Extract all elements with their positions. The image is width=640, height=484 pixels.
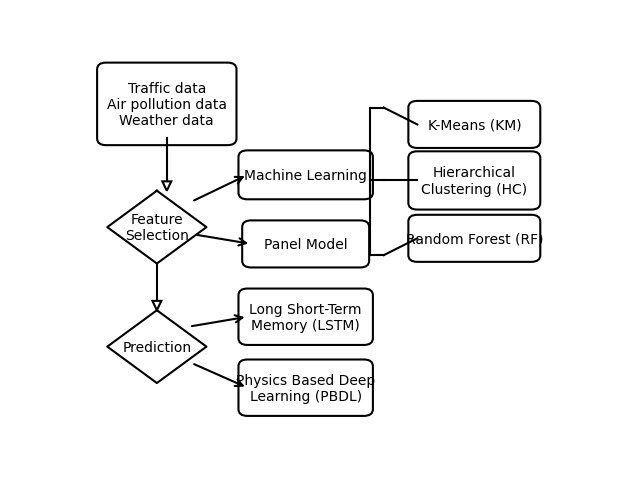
FancyBboxPatch shape xyxy=(242,221,369,268)
Text: K-Means (KM): K-Means (KM) xyxy=(428,118,521,132)
FancyBboxPatch shape xyxy=(239,151,373,200)
FancyBboxPatch shape xyxy=(239,289,373,345)
FancyBboxPatch shape xyxy=(408,102,540,149)
FancyBboxPatch shape xyxy=(239,360,373,416)
Text: Long Short-Term
Memory (LSTM): Long Short-Term Memory (LSTM) xyxy=(250,302,362,332)
FancyBboxPatch shape xyxy=(408,152,540,210)
Text: Feature
Selection: Feature Selection xyxy=(125,212,189,242)
Polygon shape xyxy=(108,311,207,383)
Text: Panel Model: Panel Model xyxy=(264,238,348,251)
Polygon shape xyxy=(152,301,161,311)
Text: Machine Learning: Machine Learning xyxy=(244,168,367,182)
Text: Hierarchical
Clustering (HC): Hierarchical Clustering (HC) xyxy=(421,166,527,196)
Polygon shape xyxy=(108,191,207,264)
FancyBboxPatch shape xyxy=(408,215,540,262)
Polygon shape xyxy=(163,182,172,191)
FancyBboxPatch shape xyxy=(97,63,237,146)
Text: Prediction: Prediction xyxy=(122,340,191,354)
Text: Random Forest (RF): Random Forest (RF) xyxy=(406,232,543,246)
Text: Physics Based Deep
Learning (PBDL): Physics Based Deep Learning (PBDL) xyxy=(236,373,375,403)
Text: Traffic data
Air pollution data
Weather data: Traffic data Air pollution data Weather … xyxy=(107,81,227,128)
